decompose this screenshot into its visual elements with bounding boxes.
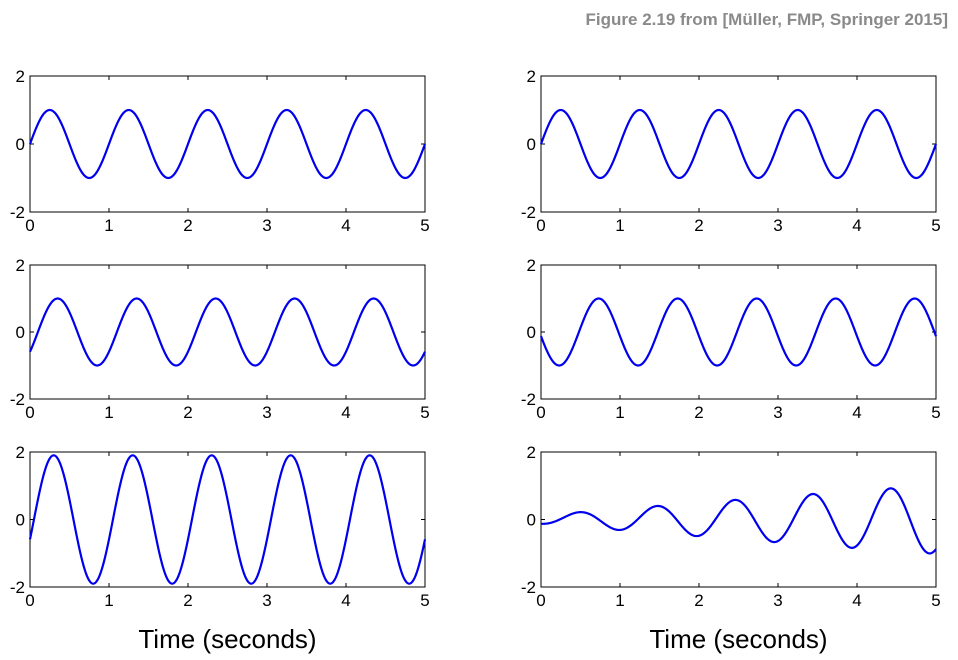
- y-tick-label: 2: [16, 443, 25, 462]
- axes-frame-3: [29, 264, 426, 400]
- x-tick-label: 2: [694, 591, 703, 610]
- y-tick-label: 2: [16, 67, 25, 86]
- x-tick-label: 4: [341, 216, 350, 235]
- x-tick-label: 5: [931, 216, 940, 235]
- x-tick-label: 4: [852, 403, 861, 422]
- y-tick-label: 0: [16, 135, 25, 154]
- x-tick-label: 0: [25, 591, 34, 610]
- signal-curve-1: [28, 108, 427, 180]
- x-tick-label: 1: [104, 403, 113, 422]
- signal-curve-6: [540, 487, 937, 555]
- x-tick-label: 3: [262, 216, 271, 235]
- x-tick-label: 2: [183, 216, 192, 235]
- x-tick-label: 2: [694, 216, 703, 235]
- x-axis-label: Time (seconds): [649, 624, 827, 654]
- signal-curve-5: [28, 454, 427, 585]
- y-tick-label: 0: [16, 511, 25, 530]
- x-tick-label: 0: [25, 403, 34, 422]
- y-tick-label: -2: [521, 390, 536, 409]
- signal-curve-4: [539, 297, 938, 367]
- axes-frame-4: [540, 264, 937, 400]
- signal-curve-3: [28, 297, 426, 367]
- x-tick-label: 1: [615, 591, 624, 610]
- x-tick-label: 5: [931, 403, 940, 422]
- y-tick-label: 2: [527, 256, 536, 275]
- axes-frame-5: [29, 451, 426, 588]
- y-tick-label: 0: [527, 135, 536, 154]
- signal-curve-2: [539, 108, 938, 180]
- x-axis-label: Time (seconds): [138, 624, 316, 654]
- x-tick-label: 4: [341, 403, 350, 422]
- x-tick-label: 1: [615, 403, 624, 422]
- x-tick-label: 5: [931, 591, 940, 610]
- x-tick-label: 2: [183, 403, 192, 422]
- y-tick-label: 0: [16, 323, 25, 342]
- y-tick-label: -2: [521, 578, 536, 597]
- y-tick-label: -2: [521, 203, 536, 222]
- x-tick-label: 4: [852, 216, 861, 235]
- x-tick-label: 3: [773, 591, 782, 610]
- y-tick-label: -2: [10, 390, 25, 409]
- figure-caption: Figure 2.19 from [Müller, FMP, Springer …: [585, 10, 948, 29]
- x-tick-label: 3: [262, 403, 271, 422]
- x-tick-label: 0: [536, 403, 545, 422]
- x-tick-label: 2: [183, 591, 192, 610]
- x-tick-label: 1: [615, 216, 624, 235]
- y-tick-label: -2: [10, 578, 25, 597]
- x-tick-label: 4: [852, 591, 861, 610]
- x-tick-label: 1: [104, 591, 113, 610]
- x-tick-label: 0: [25, 216, 34, 235]
- x-tick-label: 0: [536, 591, 545, 610]
- x-tick-label: 3: [262, 591, 271, 610]
- y-tick-label: -2: [10, 203, 25, 222]
- y-tick-label: 0: [527, 323, 536, 342]
- y-tick-label: 2: [527, 443, 536, 462]
- y-tick-label: 2: [16, 256, 25, 275]
- x-tick-label: 5: [420, 403, 429, 422]
- x-tick-label: 5: [420, 591, 429, 610]
- x-tick-label: 3: [773, 216, 782, 235]
- x-tick-label: 0: [536, 216, 545, 235]
- y-tick-label: 0: [527, 511, 536, 530]
- x-tick-label: 1: [104, 216, 113, 235]
- x-tick-label: 3: [773, 403, 782, 422]
- x-tick-label: 5: [420, 216, 429, 235]
- x-tick-label: 2: [694, 403, 703, 422]
- y-tick-label: 2: [527, 67, 536, 86]
- x-tick-label: 4: [341, 591, 350, 610]
